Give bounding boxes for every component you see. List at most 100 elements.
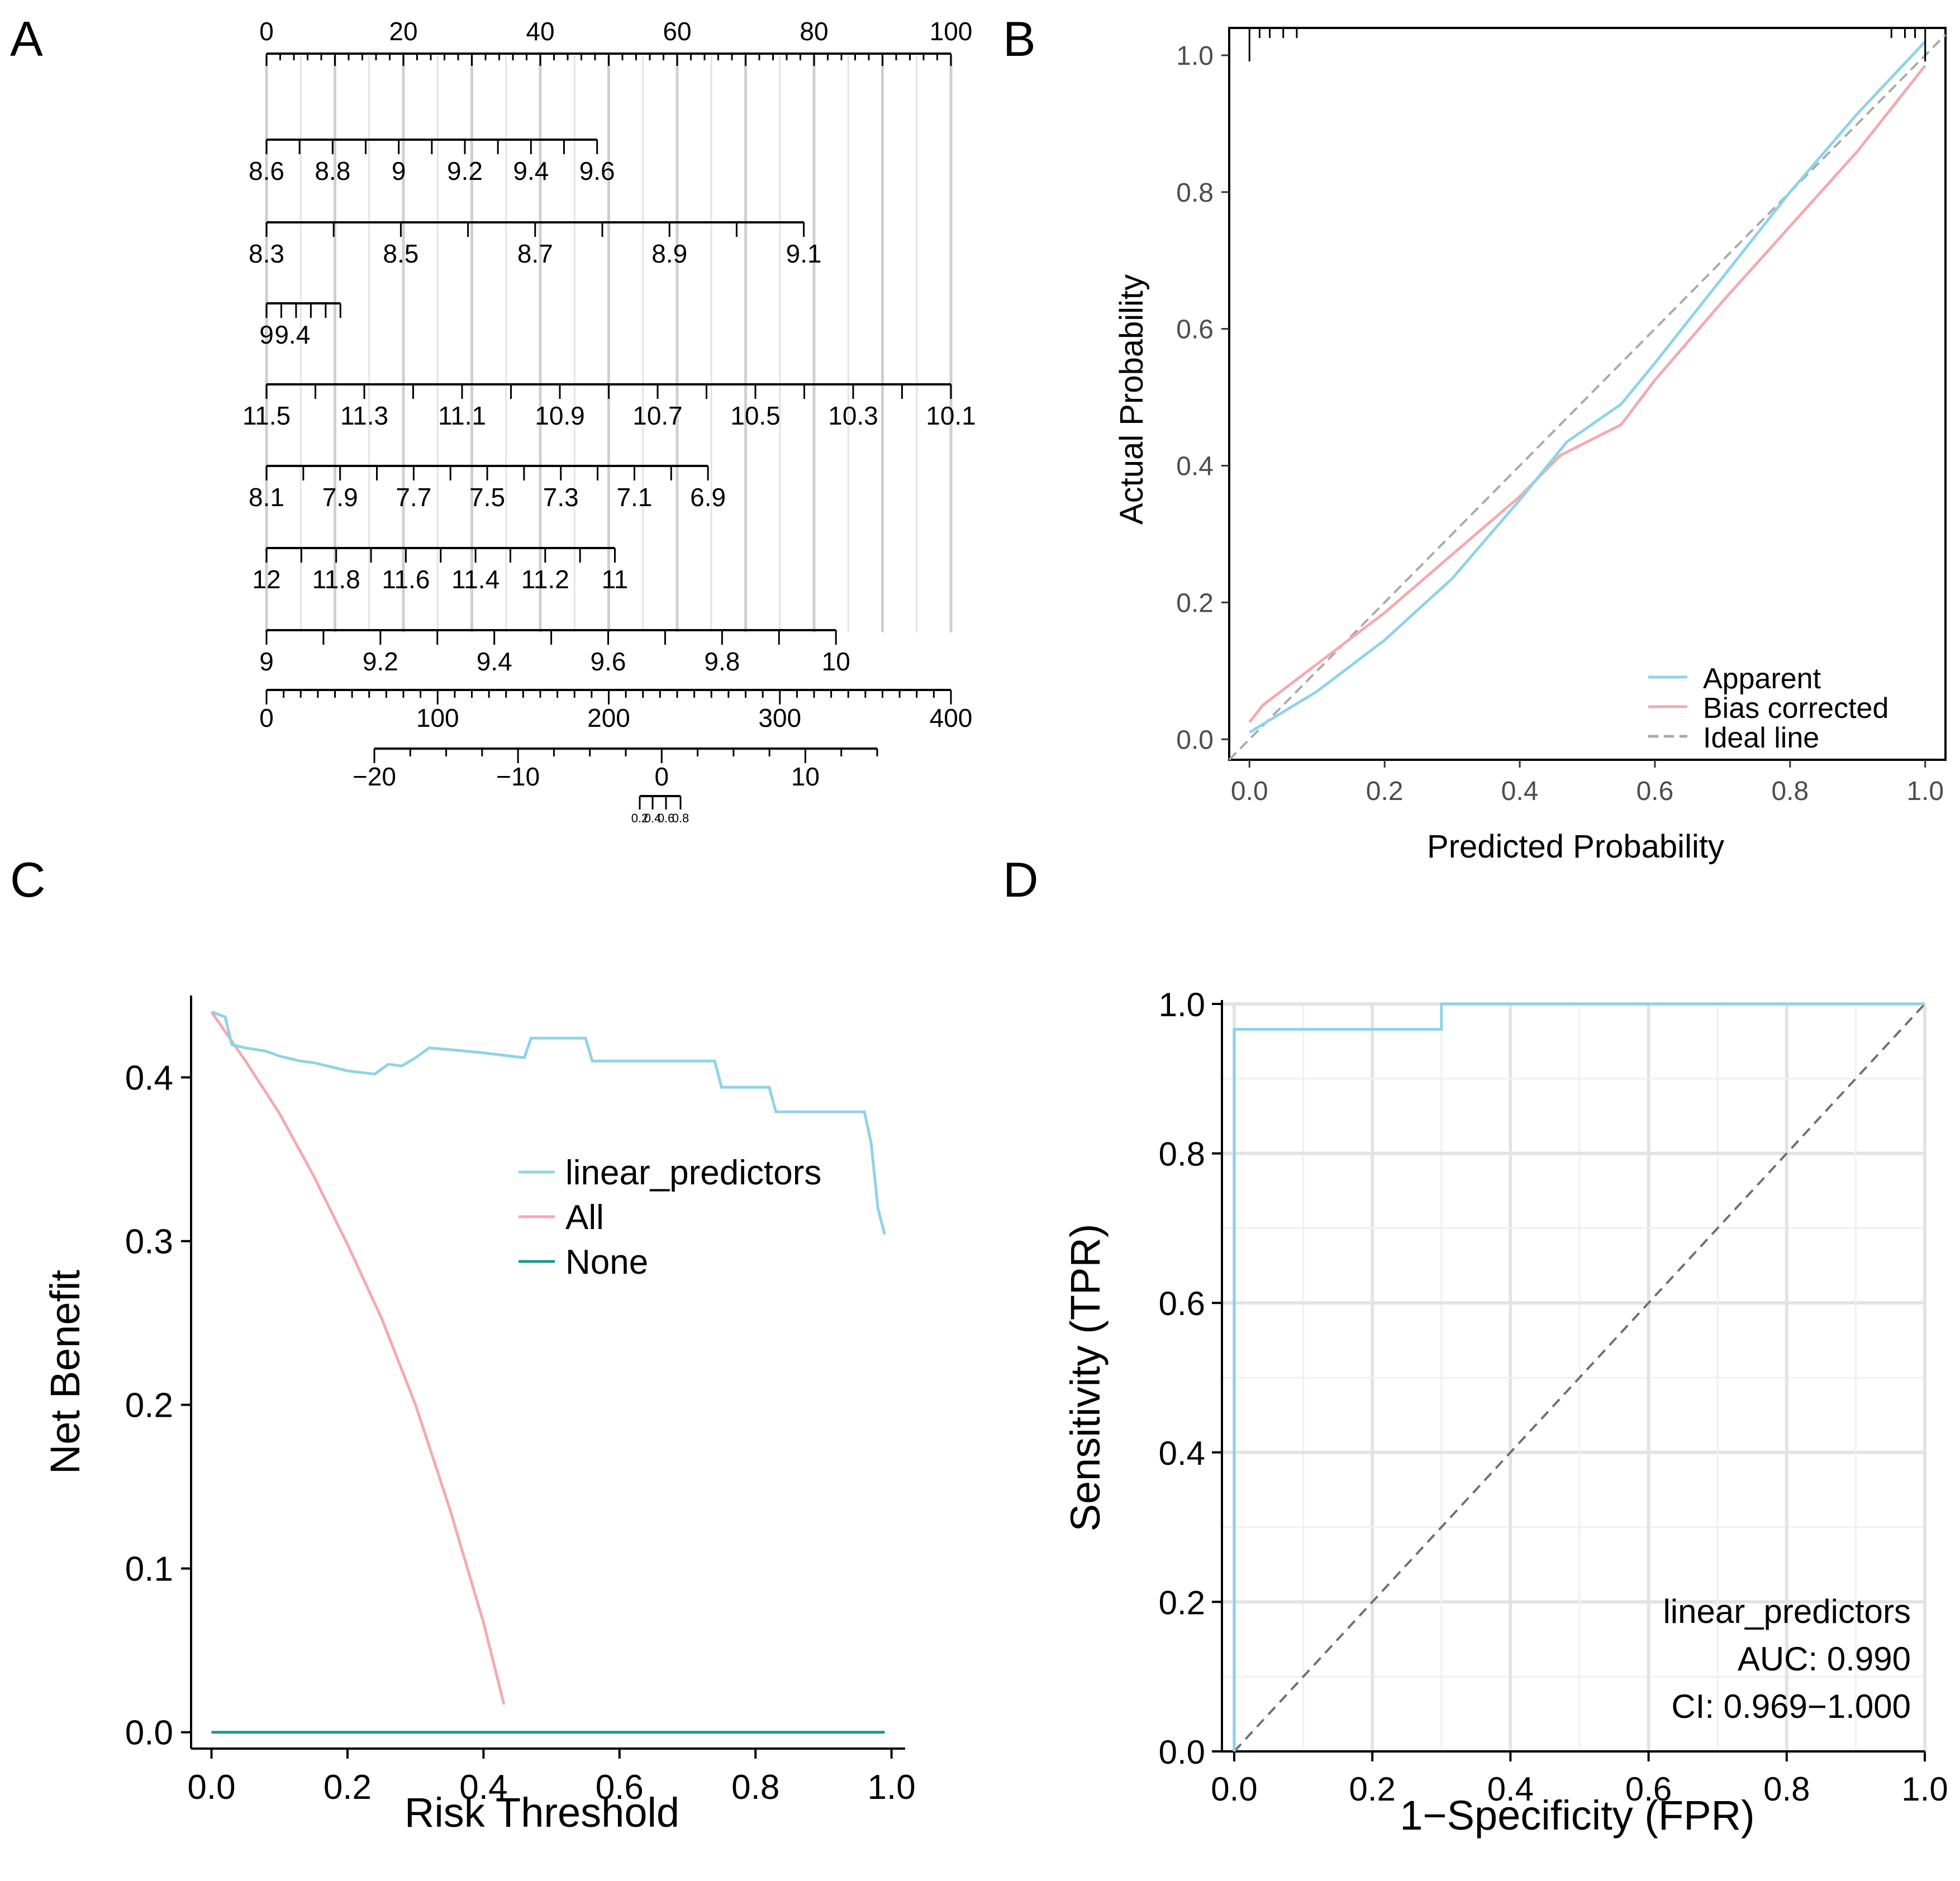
tick-label: 7.5 [469, 483, 505, 512]
axis-ticks: 0.0 0.2 0.4 0.6 0.8 1.0 0.0 0.1 0.2 0.3 0.4 [125, 1059, 916, 1807]
calibration-panel: 0.0 0.2 0.4 0.6 0.8 1.0 0.0 0.2 0.4 0.6 0.8 1.0 Pre… [1114, 27, 1947, 865]
tick-label: 8.9 [651, 239, 687, 268]
tick-label: 8.1 [249, 483, 284, 512]
tick-label: 9.4 [274, 320, 310, 349]
y-axis-title: Actual Probability [1114, 274, 1150, 525]
legend: Apparent Bias corrected Ideal line [1648, 663, 1888, 754]
y-tick-label: 0.2 [125, 1387, 173, 1425]
x-tick-label: 0.4 [1501, 777, 1539, 806]
tick-label: 9.6 [579, 156, 615, 185]
x-tick-label: 0.0 [1211, 1770, 1257, 1808]
roc-annotation-name: linear_predictors [1663, 1593, 1911, 1630]
y-tick-label: 1.0 [1159, 986, 1205, 1023]
x-tick-label: 1.0 [868, 1768, 916, 1807]
x-tick-label: 0.2 [1366, 777, 1404, 806]
axis-ticks: 0.0 0.2 0.4 0.6 0.8 1.0 0.0 0.2 0.4 0.6 0.8 1.0 [1159, 986, 1948, 1808]
tick-label: −10 [496, 762, 540, 791]
tick-label: 11.2 [521, 565, 569, 594]
y-tick-label: 0.4 [1176, 452, 1214, 482]
tick-label: 11.5 [242, 401, 291, 430]
tick-label: 10.7 [632, 401, 683, 430]
tick-label: 8.7 [517, 239, 553, 268]
tick-label: 0 [654, 762, 669, 791]
tick-label: 9.8 [704, 647, 740, 676]
series-layer [1228, 28, 1947, 761]
x-tick-label: 0.6 [1625, 1770, 1672, 1808]
series-layer [210, 1010, 886, 1734]
x-tick-label: 0.8 [731, 1768, 779, 1807]
tick-label: 7.7 [396, 483, 431, 512]
tick-label: 8.6 [249, 156, 284, 185]
panel-label-b: B [1003, 11, 1036, 66]
x-tick-label: 0.4 [459, 1768, 507, 1807]
legend-label-none: None [565, 1243, 648, 1282]
axis-ticks: 0.0 0.2 0.4 0.6 0.8 1.0 0.0 0.2 0.4 0.6 0.8 1.0 [1176, 41, 1944, 806]
x-tick-label: 0.6 [1636, 777, 1674, 806]
tick-label: 8.8 [315, 156, 350, 185]
y-tick-label: 0.8 [1159, 1136, 1205, 1173]
tick-label: 10 [791, 762, 820, 791]
nomogram-grid [265, 56, 953, 632]
grid-layer [1222, 1002, 1926, 1753]
y-tick-label: 0.0 [1159, 1734, 1205, 1771]
tick-label: 20 [389, 17, 417, 46]
series-linear-predictors [211, 1010, 886, 1235]
tick-label: 11.1 [438, 401, 486, 430]
tick-label: 300 [758, 703, 801, 732]
series-bias-corrected [1248, 64, 1926, 723]
tick-label: 80 [800, 17, 828, 46]
y-tick-label: 0.6 [1159, 1285, 1205, 1322]
tick-label: 11.6 [382, 565, 430, 594]
roc-panel: 0.0 0.2 0.4 0.6 0.8 1.0 0.0 0.2 0.4 0.6 0.8 1.0 1−S… [1062, 986, 1948, 1839]
panel-label-a: A [10, 11, 43, 66]
tick-label: 9 [392, 156, 406, 185]
series-all [210, 1011, 506, 1705]
y-tick-label: 0.1 [125, 1550, 173, 1589]
tick-label: 11.3 [340, 401, 388, 430]
tick-label: 200 [587, 703, 630, 732]
series-layer [1233, 1002, 1926, 1753]
tick-label: 9.4 [513, 156, 549, 185]
tick-label: 6.9 [690, 483, 726, 512]
tick-label: 0 [259, 703, 274, 732]
x-tick-label: 0.0 [1231, 777, 1268, 806]
legend-label-linear: linear_predictors [565, 1154, 821, 1192]
series-apparent [1249, 40, 1926, 734]
y-tick-label: 0.4 [1159, 1435, 1205, 1472]
y-tick-label: 0.3 [125, 1223, 173, 1261]
tick-label: 0.8 [672, 811, 689, 825]
tick-label: 11.4 [451, 565, 499, 594]
tick-label: 9 [259, 320, 274, 349]
x-tick-label: 0.0 [187, 1768, 235, 1807]
tick-label: 10.5 [730, 401, 781, 430]
legend-label-ideal: Ideal line [1703, 722, 1819, 754]
roc-annotation-ci: CI: 0.969−1.000 [1671, 1688, 1911, 1725]
tick-label: 40 [526, 17, 554, 46]
roc-annotation-auc: AUC: 0.990 [1738, 1640, 1911, 1678]
tick-label: 11 [602, 565, 629, 594]
tick-label: 9.2 [447, 156, 483, 185]
series-diagonal [1233, 1003, 1926, 1753]
panel-label-d: D [1003, 852, 1039, 907]
decision-curve-panel: 0.0 0.2 0.4 0.6 0.8 1.0 0.0 0.1 0.2 0.3 0.4 Risk T… [42, 996, 916, 1836]
x-tick-label: 0.8 [1763, 1770, 1810, 1808]
tick-label: 10 [822, 647, 850, 676]
x-tick-label: 1.0 [1906, 777, 1944, 806]
tick-label: 0.4 [644, 811, 662, 825]
legend: linear_predictors All None [518, 1154, 821, 1282]
tick-label: 9.2 [363, 647, 398, 676]
tick-label: 9.4 [477, 647, 512, 676]
x-tick-label: 1.0 [1901, 1770, 1948, 1808]
x-axis-title: Predicted Probability [1427, 828, 1724, 865]
tick-label: 7.1 [616, 483, 652, 512]
panel-label-c: C [10, 852, 46, 907]
tick-label: 0 [259, 17, 274, 46]
tick-label: −20 [353, 762, 396, 791]
y-tick-label: 0.2 [1159, 1584, 1205, 1621]
tick-label: 8.5 [383, 239, 418, 268]
legend-label-bias: Bias corrected [1703, 692, 1888, 725]
